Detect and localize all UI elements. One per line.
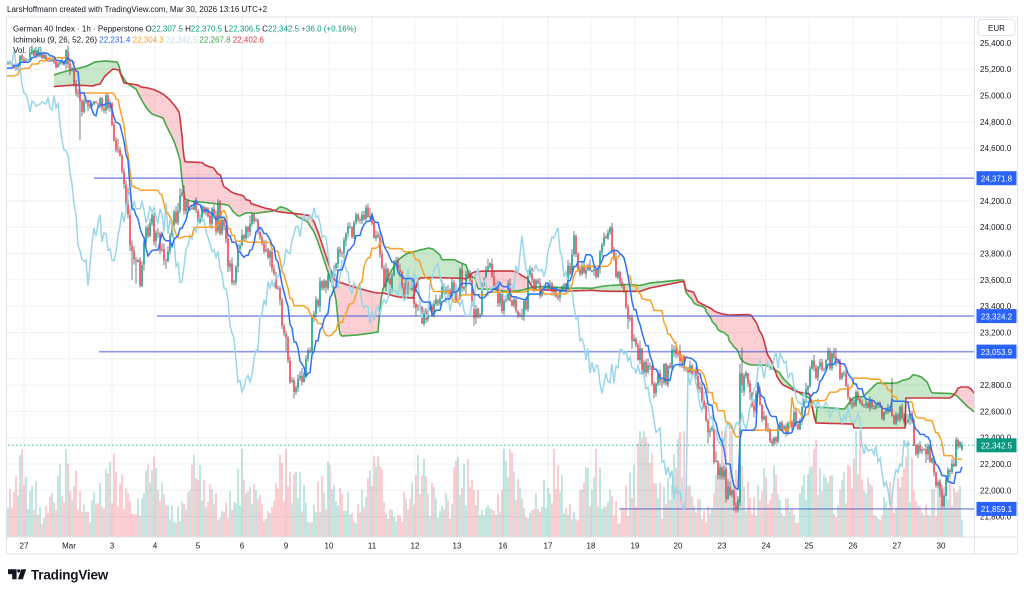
svg-text:22,800.0: 22,800.0	[980, 381, 1012, 390]
svg-text:24: 24	[762, 542, 771, 551]
svg-text:22,200.0: 22,200.0	[980, 460, 1012, 469]
svg-text:16: 16	[499, 542, 508, 551]
svg-text:24,000.0: 24,000.0	[980, 223, 1012, 232]
svg-text:5: 5	[196, 542, 201, 551]
svg-text:6: 6	[240, 542, 245, 551]
svg-text:24,371.8: 24,371.8	[981, 174, 1013, 183]
svg-text:13: 13	[453, 542, 462, 551]
svg-text:Mar: Mar	[62, 542, 76, 551]
svg-text:18: 18	[587, 542, 596, 551]
svg-text:Ichimoku (9, 26, 52, 26) 22,23: Ichimoku (9, 26, 52, 26) 22,231.4 22,304…	[13, 36, 264, 45]
svg-text:24,800.0: 24,800.0	[980, 118, 1012, 127]
svg-text:German 40 Index · 1h · Peppers: German 40 Index · 1h · Pepperstone O22,3…	[13, 25, 357, 34]
svg-text:23: 23	[718, 542, 727, 551]
svg-text:20: 20	[674, 542, 683, 551]
svg-text:EUR: EUR	[988, 24, 1005, 33]
svg-text:12: 12	[411, 542, 420, 551]
svg-text:23,324.2: 23,324.2	[981, 312, 1013, 321]
svg-text:23,200.0: 23,200.0	[980, 328, 1012, 337]
svg-text:19: 19	[631, 542, 640, 551]
svg-text:LarsHoffmann created with Trad: LarsHoffmann created with TradingView.co…	[7, 5, 268, 14]
svg-text:25: 25	[805, 542, 814, 551]
svg-text:TradingView: TradingView	[31, 568, 109, 583]
svg-text:26: 26	[849, 542, 858, 551]
svg-text:27: 27	[20, 542, 29, 551]
svg-text:25,000.0: 25,000.0	[980, 92, 1012, 101]
svg-text:30: 30	[937, 542, 946, 551]
svg-text:21,859.1: 21,859.1	[981, 505, 1013, 514]
svg-text:9: 9	[284, 542, 289, 551]
svg-text:23,800.0: 23,800.0	[980, 250, 1012, 259]
svg-text:27: 27	[893, 542, 902, 551]
svg-text:22,342.5: 22,342.5	[981, 442, 1013, 451]
svg-text:4: 4	[153, 542, 158, 551]
svg-text:3: 3	[110, 542, 115, 551]
svg-text:10: 10	[325, 542, 334, 551]
svg-text:24,200.0: 24,200.0	[980, 197, 1012, 206]
svg-text:24,600.0: 24,600.0	[980, 144, 1012, 153]
svg-text:23,053.9: 23,053.9	[981, 348, 1013, 357]
svg-text:23,600.0: 23,600.0	[980, 276, 1012, 285]
svg-text:22,000.0: 22,000.0	[980, 486, 1012, 495]
svg-text:11: 11	[368, 542, 377, 551]
svg-text:25,200.0: 25,200.0	[980, 65, 1012, 74]
svg-text:Vol. 848: Vol. 848	[13, 46, 42, 55]
svg-text:22,600.0: 22,600.0	[980, 407, 1012, 416]
svg-text:17: 17	[544, 542, 553, 551]
svg-text:25,400.0: 25,400.0	[980, 39, 1012, 48]
